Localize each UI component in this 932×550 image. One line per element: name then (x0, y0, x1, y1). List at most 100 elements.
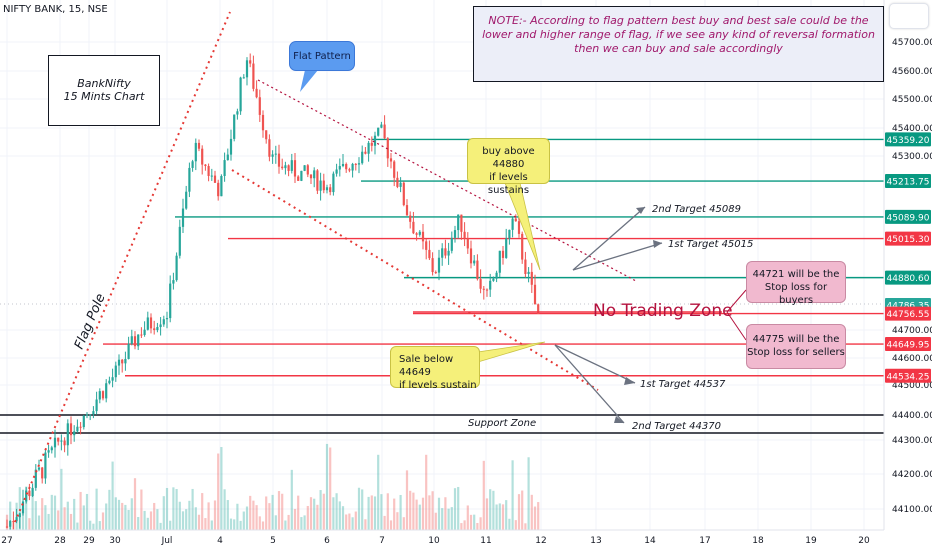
candle-body[interactable] (178, 226, 181, 256)
candle-body[interactable] (482, 288, 485, 290)
candle-body[interactable] (108, 380, 111, 384)
chart-settings-button[interactable] (889, 3, 929, 29)
candle-body[interactable] (156, 327, 159, 331)
candle-body[interactable] (5, 526, 9, 528)
candle-body[interactable] (533, 284, 537, 305)
candle-body[interactable] (501, 250, 505, 258)
candle-body[interactable] (450, 237, 453, 251)
candle-body[interactable] (249, 60, 252, 64)
candle-body[interactable] (82, 415, 85, 428)
arrow-2nd-target-up[interactable] (572, 206, 646, 271)
candle-body[interactable] (287, 165, 290, 171)
candle-body[interactable] (89, 414, 92, 416)
candle-body[interactable] (460, 214, 463, 232)
candle-body[interactable] (25, 490, 28, 502)
candle-body[interactable] (364, 151, 367, 154)
candle-body[interactable] (447, 250, 450, 256)
candle-body[interactable] (351, 163, 354, 171)
candle-body[interactable] (409, 215, 412, 222)
candle-body[interactable] (485, 289, 489, 291)
candle-body[interactable] (441, 248, 444, 258)
candle-body[interactable] (34, 469, 37, 488)
candle-body[interactable] (159, 324, 162, 328)
candle-body[interactable] (47, 450, 50, 453)
candle-body[interactable] (165, 318, 169, 320)
candle-body[interactable] (386, 138, 389, 159)
candle-body[interactable] (28, 490, 31, 497)
candle-body[interactable] (479, 279, 482, 289)
candle-body[interactable] (322, 180, 325, 191)
candle-body[interactable] (76, 426, 79, 432)
candle-body[interactable] (92, 411, 95, 415)
candle-body[interactable] (421, 231, 425, 242)
price-axis[interactable]: 44100.00 44200.00 44300.00 44400.00 44500.00… (883, 0, 932, 530)
candle-body[interactable] (434, 272, 437, 274)
candle-body[interactable] (393, 161, 396, 178)
arrow-2nd-target-down[interactable] (554, 344, 625, 424)
candle-body[interactable] (127, 343, 130, 359)
candle-body[interactable] (469, 248, 473, 264)
candle-body[interactable] (370, 142, 373, 146)
candle-body[interactable] (124, 358, 127, 364)
candle-body[interactable] (348, 169, 351, 171)
candle-body[interactable] (213, 175, 217, 183)
candle-body[interactable] (60, 440, 63, 442)
candle-body[interactable] (226, 154, 229, 161)
candle-body[interactable] (431, 258, 434, 273)
candle-body[interactable] (293, 160, 297, 177)
candle-body[interactable] (316, 170, 319, 191)
candle-body[interactable] (44, 452, 47, 479)
candlestick-series[interactable] (5, 53, 540, 538)
candle-body[interactable] (345, 163, 348, 170)
candle-body[interactable] (367, 142, 370, 154)
candle-body[interactable] (325, 187, 329, 191)
candle-body[interactable] (425, 241, 428, 250)
candle-body[interactable] (524, 259, 527, 274)
candle-body[interactable] (73, 431, 76, 436)
candle-body[interactable] (133, 336, 137, 347)
candle-body[interactable] (498, 250, 501, 273)
candle-body[interactable] (114, 365, 117, 378)
candle-body[interactable] (63, 440, 66, 446)
candle-body[interactable] (418, 231, 421, 235)
candle-body[interactable] (239, 77, 242, 112)
candle-body[interactable] (12, 521, 15, 523)
candle-body[interactable] (402, 182, 405, 206)
candle-body[interactable] (495, 272, 498, 279)
candle-body[interactable] (169, 283, 172, 319)
candle-body[interactable] (517, 221, 521, 234)
candle-body[interactable] (210, 175, 213, 177)
candle-body[interactable] (466, 238, 469, 249)
candle-body[interactable] (197, 142, 201, 149)
candle-body[interactable] (444, 248, 447, 256)
candle-body[interactable] (492, 278, 495, 281)
arrow-1st-target-up[interactable] (572, 242, 663, 271)
candle-body[interactable] (207, 166, 210, 176)
candle-body[interactable] (383, 124, 386, 139)
candle-body[interactable] (185, 191, 188, 209)
candle-body[interactable] (172, 280, 175, 284)
candle-body[interactable] (245, 60, 249, 78)
candle-body[interactable] (140, 334, 143, 336)
candle-body[interactable] (437, 257, 441, 273)
candle-body[interactable] (191, 161, 194, 168)
candle-body[interactable] (111, 377, 114, 381)
candle-body[interactable] (341, 163, 345, 167)
candle-body[interactable] (297, 176, 300, 181)
candle-body[interactable] (153, 328, 156, 331)
candle-body[interactable] (329, 187, 332, 193)
candle-body[interactable] (373, 135, 377, 146)
candle-body[interactable] (508, 229, 511, 239)
candle-body[interactable] (21, 501, 25, 514)
candle-body[interactable] (476, 260, 479, 280)
candle-body[interactable] (69, 423, 73, 436)
target-arrows[interactable] (554, 206, 663, 424)
candle-body[interactable] (530, 271, 533, 285)
candle-body[interactable] (265, 130, 268, 140)
candle-body[interactable] (511, 218, 514, 230)
candle-body[interactable] (53, 437, 57, 448)
candle-body[interactable] (361, 151, 364, 164)
candle-body[interactable] (354, 163, 357, 165)
candle-body[interactable] (149, 317, 153, 329)
